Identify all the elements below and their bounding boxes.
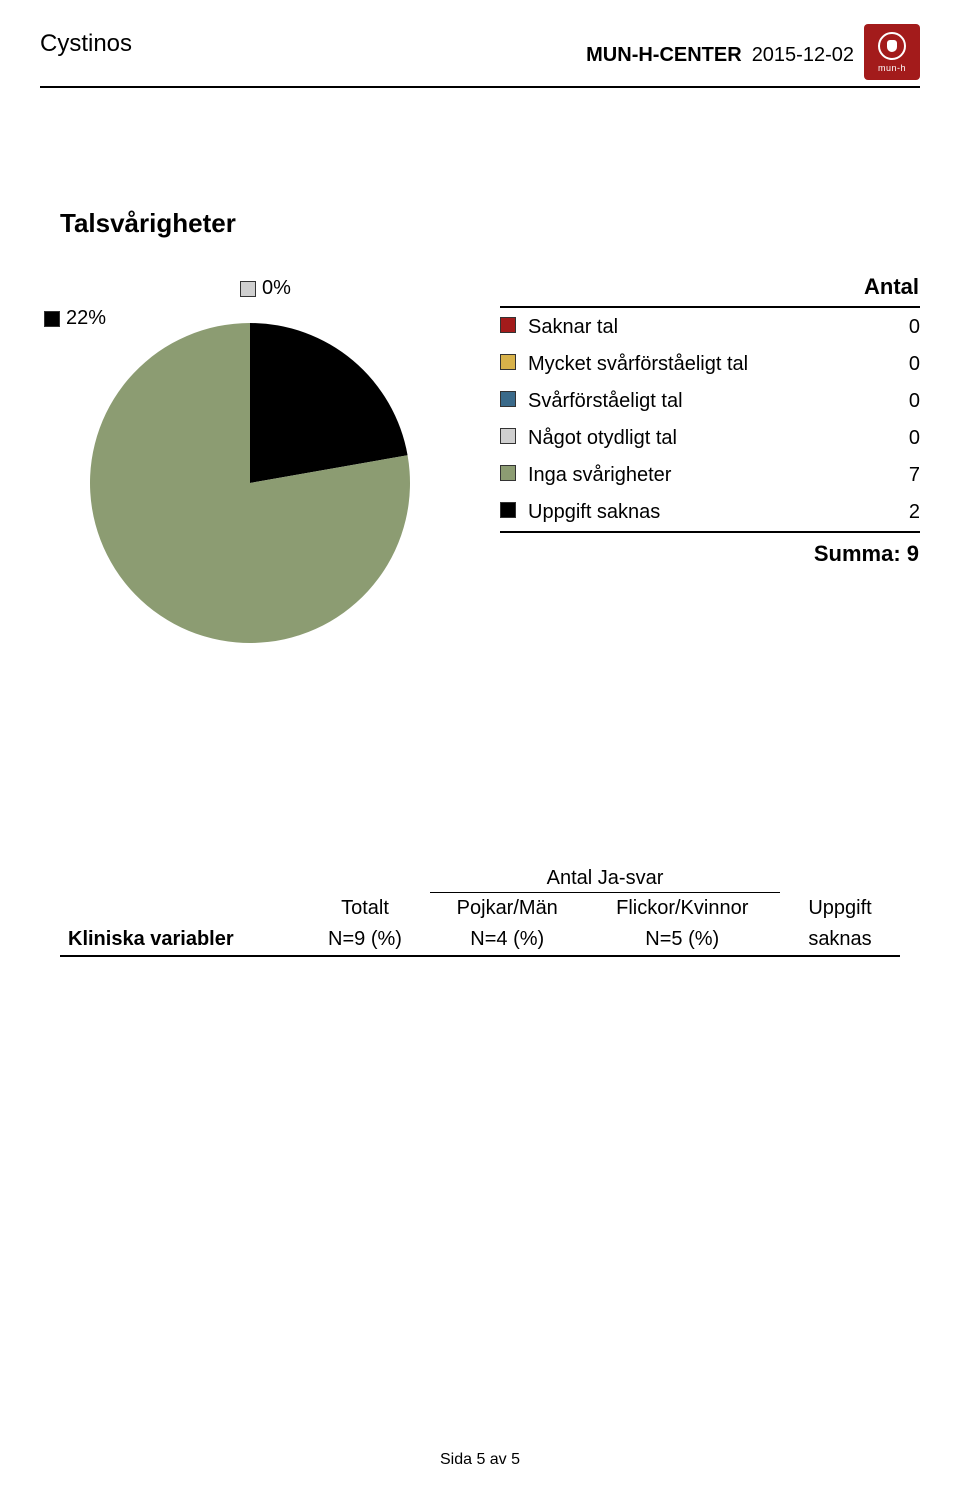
pie-wrap bbox=[70, 303, 430, 663]
col-head-top: Flickor/Kvinnor bbox=[584, 893, 780, 925]
legend-value: 7 bbox=[863, 457, 920, 494]
legend-value: 0 bbox=[863, 309, 920, 346]
legend-swatch-icon bbox=[500, 354, 516, 370]
col-head-bottom: N=9 (%) bbox=[300, 924, 430, 956]
legend-sum: Summa: 9 bbox=[500, 532, 920, 568]
page-footer: Sida 5 av 5 bbox=[0, 1451, 960, 1469]
legend-label: Saknar tal bbox=[528, 309, 863, 346]
legend-swatch-icon bbox=[500, 391, 516, 407]
col-head-bottom: N=4 (%) bbox=[430, 924, 584, 956]
pie-svg bbox=[70, 303, 430, 663]
rowlabel: Kliniska variabler bbox=[60, 893, 300, 957]
variables-table-wrap: Antal Ja-svar Kliniska variabler TotaltP… bbox=[60, 863, 900, 958]
page-header: Cystinos MUN-H-CENTER 2015-12-02 mun-h bbox=[40, 30, 920, 88]
legend-table: Antal Saknar tal0Mycket svårförståeligt … bbox=[500, 273, 920, 568]
header-org: MUN-H-CENTER bbox=[586, 44, 742, 67]
col-head-bottom: saknas bbox=[780, 924, 900, 956]
col-head-bottom: N=5 (%) bbox=[584, 924, 780, 956]
logo-text: mun-h bbox=[878, 63, 906, 73]
legend-row: Uppgift saknas2 bbox=[500, 494, 920, 532]
legend-swatch-icon bbox=[500, 502, 516, 518]
legend-swatch-icon bbox=[500, 317, 516, 333]
legend-row: Något otydligt tal0 bbox=[500, 420, 920, 457]
logo: mun-h bbox=[864, 24, 920, 80]
col-head-top: Pojkar/Män bbox=[430, 893, 584, 925]
logo-tooth-icon bbox=[887, 40, 897, 52]
legend-row: Inga svårigheter7 bbox=[500, 457, 920, 494]
pie-label-zero: 0% bbox=[240, 277, 291, 300]
section-title: Talsvårigheter bbox=[60, 208, 920, 239]
legend-label: Inga svårigheter bbox=[528, 457, 863, 494]
pie-label-zero-text: 0% bbox=[262, 277, 291, 300]
legend-value: 0 bbox=[863, 346, 920, 383]
legend-row: Svårförståeligt tal0 bbox=[500, 383, 920, 420]
legend-swatch-icon bbox=[500, 465, 516, 481]
legend-heading: Antal bbox=[863, 273, 920, 307]
header-right: MUN-H-CENTER 2015-12-02 mun-h bbox=[586, 30, 920, 80]
legend-row: Mycket svårförståeligt tal0 bbox=[500, 346, 920, 383]
variables-table: Antal Ja-svar Kliniska variabler TotaltP… bbox=[60, 863, 900, 958]
logo-ring-icon bbox=[878, 32, 906, 60]
legend-area: Antal Saknar tal0Mycket svårförståeligt … bbox=[470, 273, 920, 663]
legend-value: 0 bbox=[863, 383, 920, 420]
legend-label: Uppgift saknas bbox=[528, 494, 863, 532]
col-head-top: Uppgift bbox=[780, 893, 900, 925]
header-date: 2015-12-02 bbox=[752, 44, 854, 67]
legend-label: Svårförståeligt tal bbox=[528, 383, 863, 420]
legend-value: 0 bbox=[863, 420, 920, 457]
header-title-left: Cystinos bbox=[40, 30, 132, 58]
swatch-grey-icon bbox=[240, 281, 256, 297]
super-head: Antal Ja-svar bbox=[430, 863, 780, 893]
chart-row: 0% 22% 78% Antal Saknar tal0Mycket svårf… bbox=[40, 273, 920, 663]
legend-value: 2 bbox=[863, 494, 920, 532]
col-head-top: Totalt bbox=[300, 893, 430, 925]
swatch-black-icon bbox=[44, 311, 60, 327]
legend-row: Saknar tal0 bbox=[500, 309, 920, 346]
legend-label: Något otydligt tal bbox=[528, 420, 863, 457]
pie-slice bbox=[250, 323, 408, 483]
pie-chart-area: 0% 22% 78% bbox=[40, 273, 470, 663]
legend-label: Mycket svårförståeligt tal bbox=[528, 346, 863, 383]
legend-swatch-icon bbox=[500, 428, 516, 444]
